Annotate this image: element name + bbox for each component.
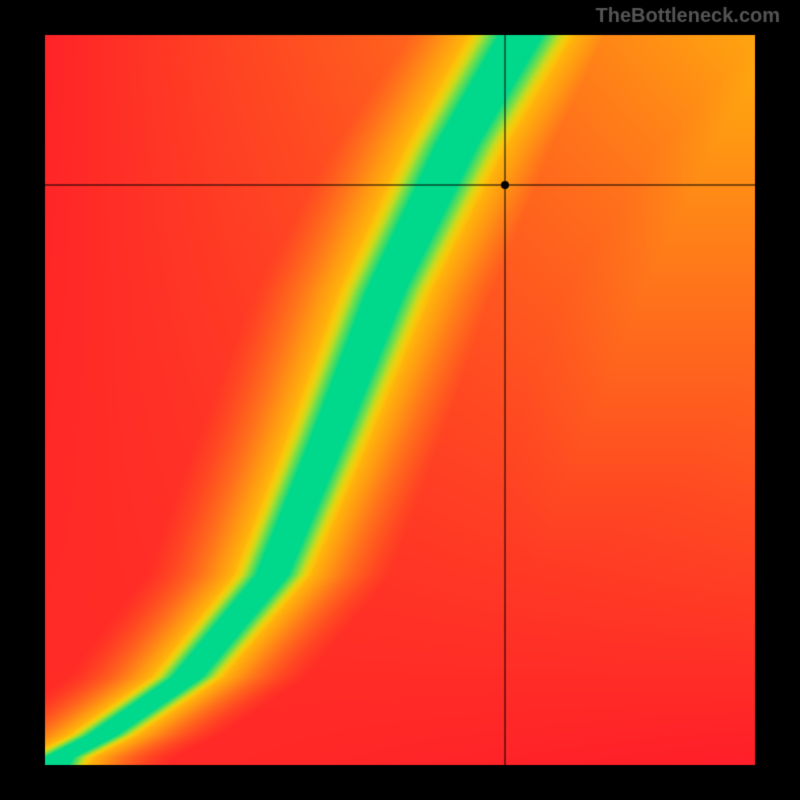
bottleneck-heatmap: [0, 0, 800, 800]
